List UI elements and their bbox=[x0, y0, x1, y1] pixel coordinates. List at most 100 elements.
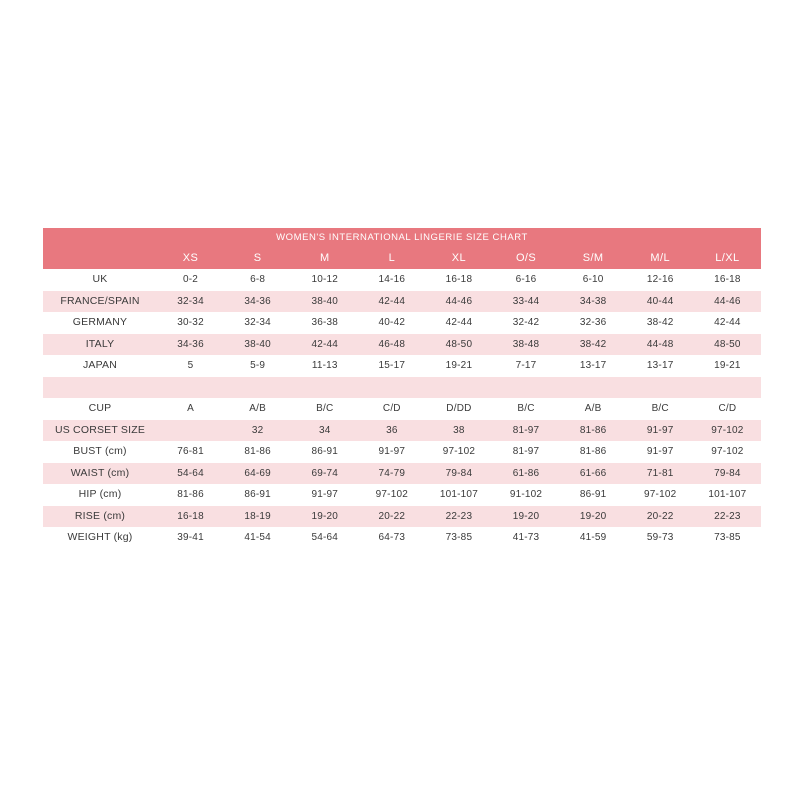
cell-weight-kg-m: 54-64 bbox=[291, 527, 359, 549]
cell-italy-l: 46-48 bbox=[358, 333, 426, 355]
cell-weight-kg-m-l: 59-73 bbox=[626, 527, 694, 549]
cell-bust-cm-m-l: 91-97 bbox=[626, 441, 694, 463]
table-row: JAPAN 5 5-9 11-13 15-17 19-21 7-17 13-17 13-17 19… bbox=[43, 355, 761, 377]
cell-waist-cm-l: 74-79 bbox=[358, 462, 426, 484]
cell-cup-xl: D/DD bbox=[425, 398, 493, 420]
table-row: RISE (cm) 16-18 18-19 19-20 20-22 22-23 19-20 1… bbox=[43, 505, 761, 527]
cell-us-corset-size-l: 36 bbox=[358, 419, 426, 441]
cell-waist-cm-xl: 79-84 bbox=[425, 462, 493, 484]
cell-japan-s: 5-9 bbox=[224, 355, 292, 377]
cell-bust-cm-s: 81-86 bbox=[224, 441, 292, 463]
size-header-sm: S/M bbox=[559, 248, 627, 269]
cell-italy-o-s: 38-48 bbox=[492, 333, 560, 355]
size-chart-table: WOMEN'S INTERNATIONAL LINGERIE SIZE CHAR… bbox=[43, 228, 761, 549]
cell-waist-cm-l-xl: 79-84 bbox=[693, 462, 761, 484]
size-header-row: XS S M L XL O/S S/M M/L L/XL bbox=[43, 248, 761, 269]
size-header-s: S bbox=[224, 248, 292, 269]
chart-title: WOMEN'S INTERNATIONAL LINGERIE SIZE CHAR… bbox=[43, 228, 761, 248]
size-header-lxl: L/XL bbox=[693, 248, 761, 269]
table-row: ITALY 34-36 38-40 42-44 46-48 48-50 38-48 38-42… bbox=[43, 333, 761, 355]
cell-france-spain-s: 34-36 bbox=[224, 290, 292, 312]
cell-cup-l-xl: C/D bbox=[693, 398, 761, 420]
size-header-ml: M/L bbox=[626, 248, 694, 269]
cell-italy-m: 42-44 bbox=[291, 333, 359, 355]
table-row: UK 0-2 6-8 10-12 14-16 16-18 6-16 6-10 12-16 16-1… bbox=[43, 269, 761, 291]
row-label-germany: GERMANY bbox=[43, 312, 157, 334]
cell-germany-l: 40-42 bbox=[358, 312, 426, 334]
cell-waist-cm-o-s: 61-86 bbox=[492, 462, 560, 484]
cell-uk-l-xl: 16-18 bbox=[693, 269, 761, 291]
table-row: HIP (cm) 81-86 86-91 91-97 97-102 101-107 91-1… bbox=[43, 484, 761, 506]
cell-france-spain-o-s: 33-44 bbox=[492, 290, 560, 312]
row-label-cup: CUP bbox=[43, 398, 157, 420]
cell-germany-s-m: 32-36 bbox=[559, 312, 627, 334]
cell-uk-xl: 16-18 bbox=[425, 269, 493, 291]
cell-waist-cm-xs: 54-64 bbox=[157, 462, 225, 484]
cell-hip-cm-xl: 101-107 bbox=[425, 484, 493, 506]
row-label-hip-cm: HIP (cm) bbox=[43, 484, 157, 506]
table-row: FRANCE/SPAIN 32-34 34-36 38-40 42-44 44-46 33-… bbox=[43, 290, 761, 312]
cell-japan-m: 11-13 bbox=[291, 355, 359, 377]
cell-weight-kg-s: 41-54 bbox=[224, 527, 292, 549]
table-row: WEIGHT (kg) 39-41 41-54 54-64 64-73 73-85 41-7… bbox=[43, 527, 761, 549]
cell-weight-kg-xl: 73-85 bbox=[425, 527, 493, 549]
cell-cup-s-m: A/B bbox=[559, 398, 627, 420]
cell-rise-cm-l-xl: 22-23 bbox=[693, 505, 761, 527]
cell-japan-l-xl: 19-21 bbox=[693, 355, 761, 377]
cell-weight-kg-s-m: 41-59 bbox=[559, 527, 627, 549]
header-corner-cell bbox=[43, 248, 157, 269]
cell-bust-cm-l-xl: 97-102 bbox=[693, 441, 761, 463]
cell-us-corset-size-m: 34 bbox=[291, 419, 359, 441]
measurements-section: CUP A A/B B/C C/D D/DD B/C A/B B/C C/D US CORSET S… bbox=[43, 398, 761, 549]
size-header-os: O/S bbox=[492, 248, 560, 269]
cell-rise-cm-l: 20-22 bbox=[358, 505, 426, 527]
cell-us-corset-size-l-xl: 97-102 bbox=[693, 419, 761, 441]
cell-hip-cm-s: 86-91 bbox=[224, 484, 292, 506]
cell-japan-xs: 5 bbox=[157, 355, 225, 377]
table-row: GERMANY 30-32 32-34 36-38 40-42 42-44 32-42 32-… bbox=[43, 312, 761, 334]
cell-bust-cm-m: 86-91 bbox=[291, 441, 359, 463]
cell-weight-kg-l-xl: 73-85 bbox=[693, 527, 761, 549]
cell-cup-l: C/D bbox=[358, 398, 426, 420]
cell-hip-cm-m-l: 97-102 bbox=[626, 484, 694, 506]
cell-italy-s-m: 38-42 bbox=[559, 333, 627, 355]
size-header-xs: XS bbox=[157, 248, 225, 269]
cell-germany-o-s: 32-42 bbox=[492, 312, 560, 334]
cell-germany-xs: 30-32 bbox=[157, 312, 225, 334]
cell-uk-s: 6-8 bbox=[224, 269, 292, 291]
country-sizes-section: UK 0-2 6-8 10-12 14-16 16-18 6-16 6-10 12-16 16-1… bbox=[43, 269, 761, 377]
cell-cup-xs: A bbox=[157, 398, 225, 420]
cell-bust-cm-s-m: 81-86 bbox=[559, 441, 627, 463]
cell-weight-kg-xs: 39-41 bbox=[157, 527, 225, 549]
cell-uk-xs: 0-2 bbox=[157, 269, 225, 291]
cell-waist-cm-s-m: 61-66 bbox=[559, 462, 627, 484]
cell-japan-s-m: 13-17 bbox=[559, 355, 627, 377]
cell-waist-cm-m: 69-74 bbox=[291, 462, 359, 484]
cell-us-corset-size-s: 32 bbox=[224, 419, 292, 441]
cell-japan-xl: 19-21 bbox=[425, 355, 493, 377]
cell-france-spain-l: 42-44 bbox=[358, 290, 426, 312]
cell-rise-cm-xl: 22-23 bbox=[425, 505, 493, 527]
cell-japan-o-s: 7-17 bbox=[492, 355, 560, 377]
cell-bust-cm-l: 91-97 bbox=[358, 441, 426, 463]
table-row: US CORSET SIZE 32 34 36 38 81-97 81-86 91-97 97-… bbox=[43, 419, 761, 441]
row-label-weight-kg: WEIGHT (kg) bbox=[43, 527, 157, 549]
row-label-france-spain: FRANCE/SPAIN bbox=[43, 290, 157, 312]
cell-france-spain-xs: 32-34 bbox=[157, 290, 225, 312]
cell-italy-m-l: 44-48 bbox=[626, 333, 694, 355]
table-row: WAIST (cm) 54-64 64-69 69-74 74-79 79-84 61-86… bbox=[43, 462, 761, 484]
size-header-xl: XL bbox=[425, 248, 493, 269]
spacer-cell bbox=[43, 376, 761, 398]
cell-uk-m-l: 12-16 bbox=[626, 269, 694, 291]
cell-france-spain-xl: 44-46 bbox=[425, 290, 493, 312]
size-chart-container: WOMEN'S INTERNATIONAL LINGERIE SIZE CHAR… bbox=[43, 228, 761, 549]
cell-italy-s: 38-40 bbox=[224, 333, 292, 355]
cell-hip-cm-l-xl: 101-107 bbox=[693, 484, 761, 506]
table-row: CUP A A/B B/C C/D D/DD B/C A/B B/C C/D bbox=[43, 398, 761, 420]
cell-us-corset-size-s-m: 81-86 bbox=[559, 419, 627, 441]
size-header-l: L bbox=[358, 248, 426, 269]
cell-uk-m: 10-12 bbox=[291, 269, 359, 291]
row-label-us-corset-size: US CORSET SIZE bbox=[43, 419, 157, 441]
section-spacer bbox=[43, 376, 761, 398]
